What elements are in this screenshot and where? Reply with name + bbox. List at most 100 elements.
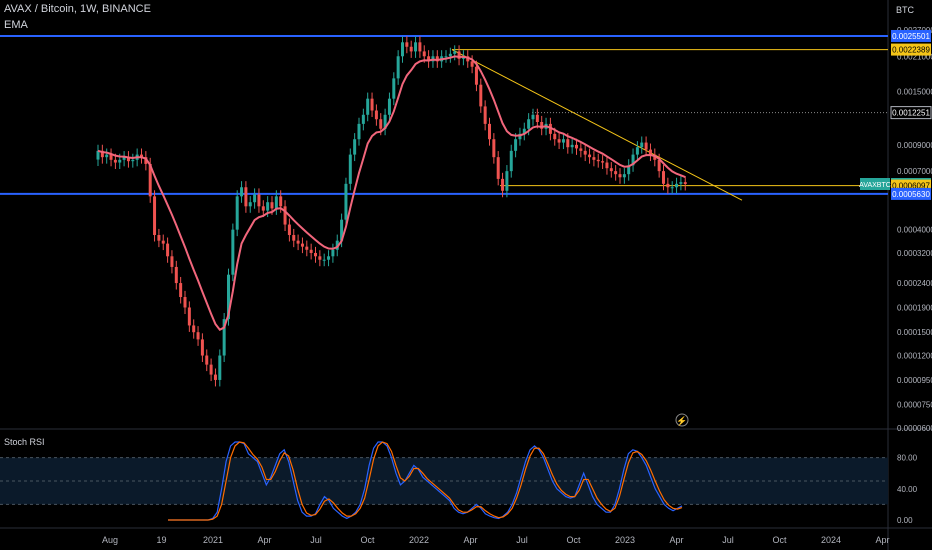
candle-body[interactable] [353,139,357,155]
candle-body[interactable] [283,206,287,225]
candle-body[interactable] [579,148,583,151]
ema-line[interactable] [97,55,686,331]
candle-body[interactable] [670,187,674,189]
candle-body[interactable] [287,224,291,236]
candle-body[interactable] [675,183,679,188]
candle-body[interactable] [253,194,257,203]
candle-body[interactable] [309,249,313,253]
candle-body[interactable] [314,252,317,257]
candle-body[interactable] [622,174,626,178]
candle-body[interactable] [657,159,661,172]
candle-body[interactable] [540,121,544,129]
candle-body[interactable] [553,133,557,140]
candle-body[interactable] [357,123,361,140]
candle-body[interactable] [161,240,165,244]
candle-body[interactable] [179,283,183,298]
candle-body[interactable] [648,149,652,155]
candle-body[interactable] [444,56,448,58]
candle-body[interactable] [296,240,300,244]
candle-body[interactable] [605,162,609,169]
candle-body[interactable] [627,165,631,175]
candle-body[interactable] [366,98,370,115]
candle-body[interactable] [609,168,613,172]
candle-body[interactable] [96,150,100,160]
candle-body[interactable] [205,355,209,365]
candle-body[interactable] [501,178,505,191]
candle-body[interactable] [222,319,226,356]
candle-body[interactable] [344,183,348,220]
indicator-label[interactable]: EMA [4,19,28,31]
candle-body[interactable] [231,229,235,275]
candle-body[interactable] [409,46,413,52]
candle-body[interactable] [331,249,335,257]
candle-body[interactable] [470,61,474,67]
candle-body[interactable] [322,259,326,261]
candle-body[interactable] [583,150,587,155]
candle-body[interactable] [387,98,391,115]
candle-body[interactable] [522,128,526,134]
candle-body[interactable] [192,325,196,333]
candle-body[interactable] [261,206,265,211]
stoch-rsi-k-line[interactable] [168,441,683,521]
candle-body[interactable] [213,374,217,380]
candle-body[interactable] [405,42,409,47]
candle-body[interactable] [348,154,352,184]
candle-body[interactable] [474,66,478,85]
candle-body[interactable] [401,42,404,57]
candle-body[interactable] [561,139,565,143]
candle-body[interactable] [535,114,539,122]
candle-body[interactable] [235,196,239,230]
candle-body[interactable] [479,84,483,107]
candle-body[interactable] [466,56,470,62]
candle-body[interactable] [200,339,204,356]
candle-body[interactable] [170,256,174,267]
candle-body[interactable] [640,142,644,148]
candle-body[interactable] [183,297,187,308]
candle-body[interactable] [187,307,191,326]
candle-body[interactable] [148,163,152,197]
stoch-rsi-label[interactable]: Stoch RSI [4,437,45,447]
candle-body[interactable] [596,159,600,162]
candle-body[interactable] [113,159,117,163]
candle-body[interactable] [483,106,487,124]
candle-body[interactable] [109,154,113,160]
candle-body[interactable] [257,194,261,207]
candle-body[interactable] [196,332,200,340]
candle-body[interactable] [453,51,457,54]
candle-body[interactable] [448,53,452,57]
candle-body[interactable] [227,274,230,320]
candle-body[interactable] [422,51,426,57]
candle-body[interactable] [392,78,396,99]
candle-body[interactable] [653,154,657,160]
candle-body[interactable] [509,150,513,172]
candle-body[interactable] [144,157,148,164]
candle-body[interactable] [644,142,648,150]
candle-body[interactable] [318,256,322,260]
candle-body[interactable] [218,355,222,380]
candle-body[interactable] [592,157,596,160]
candle-body[interactable] [335,240,339,250]
candle-body[interactable] [131,159,135,162]
candle-body[interactable] [383,114,387,129]
candle-body[interactable] [427,56,431,62]
candle-body[interactable] [679,182,683,184]
candle-body[interactable] [666,183,670,188]
candle-body[interactable] [570,144,574,148]
candle-body[interactable] [153,196,157,236]
candle-body[interactable] [327,256,331,260]
candle-body[interactable] [274,196,278,209]
candle-body[interactable] [157,235,161,241]
lightning-icon[interactable] [675,413,689,427]
candle-body[interactable] [683,182,687,184]
candle-body[interactable] [566,139,570,148]
candle-body[interactable] [305,246,309,250]
candle-body[interactable] [588,154,592,158]
candle-body[interactable] [174,266,178,284]
candle-body[interactable] [557,139,561,143]
stoch-rsi-d-line[interactable] [168,441,683,521]
candle-body[interactable] [414,42,418,52]
candle-body[interactable] [118,159,122,163]
candle-body[interactable] [662,171,665,184]
candle-body[interactable] [618,174,622,178]
